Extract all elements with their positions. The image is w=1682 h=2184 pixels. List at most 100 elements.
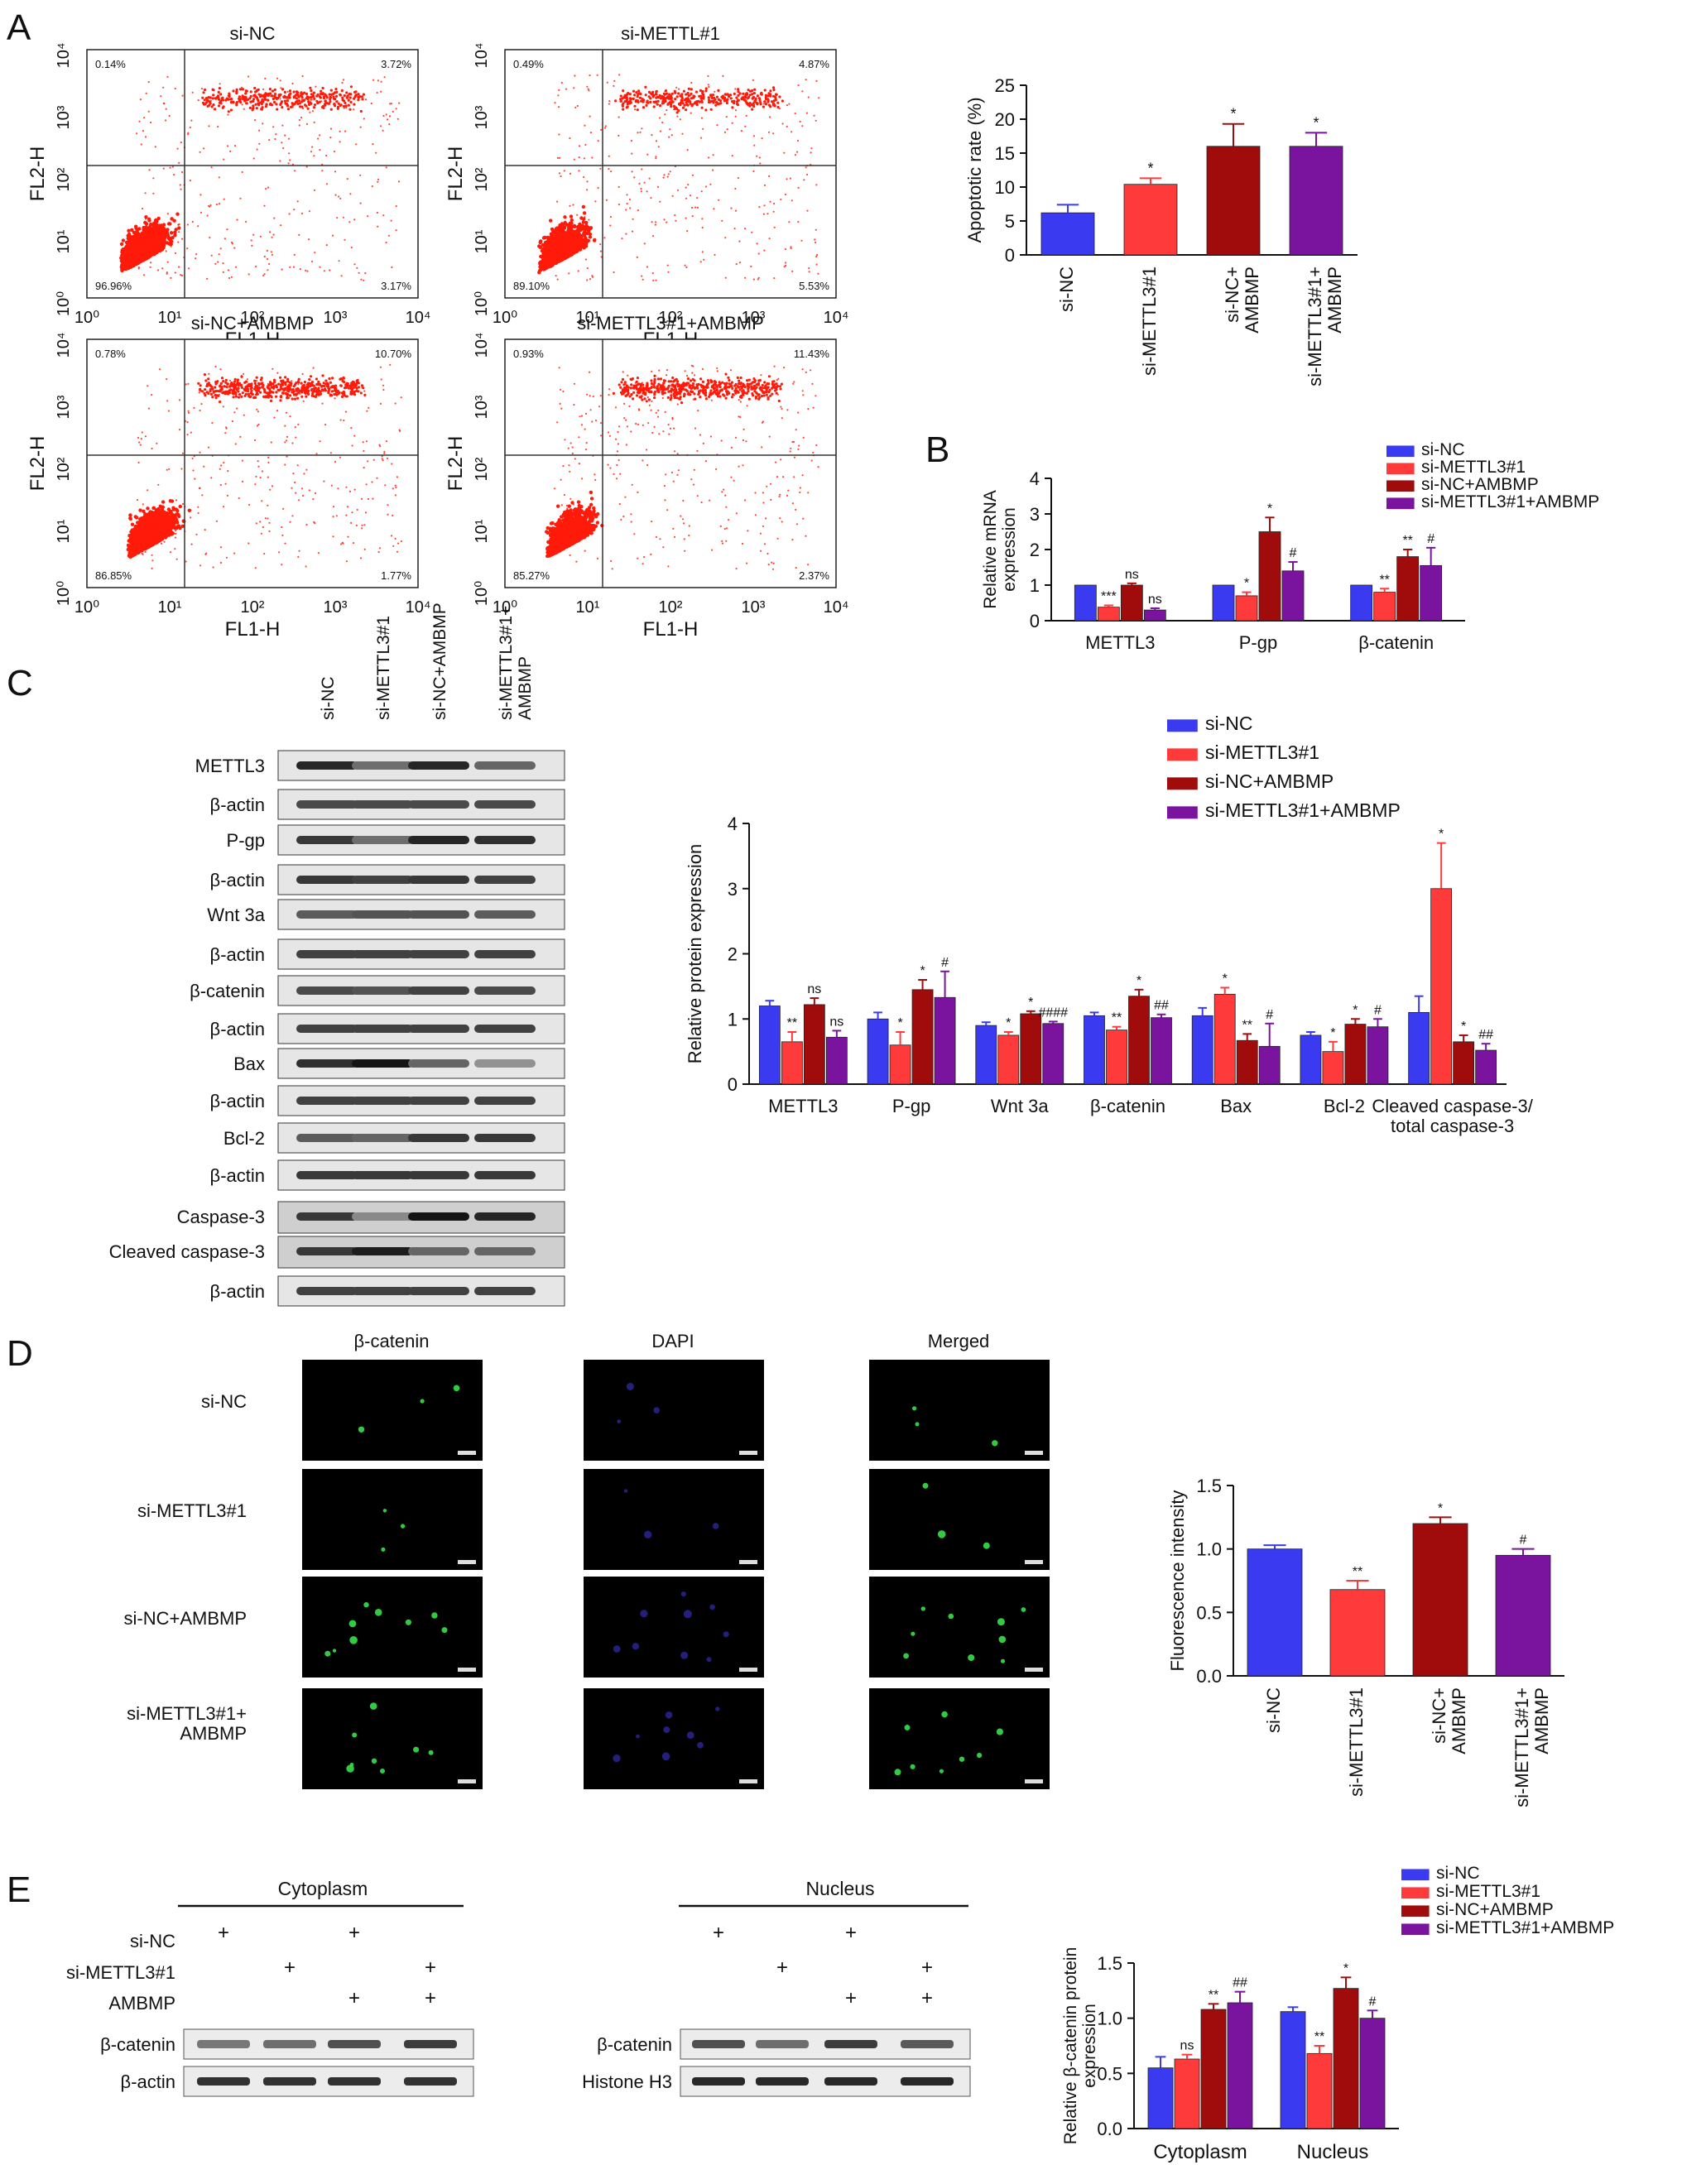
x-category-label: Cleaved caspase-3/total caspase-3 bbox=[1372, 1096, 1533, 1136]
blot-band bbox=[263, 2077, 316, 2086]
bar bbox=[803, 1004, 825, 1085]
if-signal bbox=[332, 1649, 337, 1653]
significance-label: ** bbox=[1112, 1011, 1122, 1025]
bar bbox=[1420, 564, 1443, 622]
lane-label: si-NC+AMBMP bbox=[430, 602, 449, 720]
bar bbox=[1333, 1988, 1359, 2129]
panel-letter-E: E bbox=[7, 1870, 31, 1910]
y-tick-label: 1.5 bbox=[1196, 1476, 1222, 1496]
if-signal bbox=[996, 1728, 1003, 1735]
blot-band bbox=[408, 1212, 469, 1221]
x-category-label: METTL3 bbox=[1085, 632, 1155, 653]
blot-band bbox=[296, 836, 358, 844]
blot-band bbox=[352, 1247, 413, 1255]
plus-sign: + bbox=[284, 1956, 296, 1979]
flow-plot-title: si-NC+AMBMP bbox=[191, 313, 315, 334]
if-image bbox=[302, 1360, 483, 1461]
blot-band bbox=[296, 986, 358, 995]
y-tick-label: 10¹ bbox=[473, 229, 491, 253]
blot-band bbox=[296, 876, 358, 884]
y-tick-label: 10² bbox=[473, 167, 491, 191]
x-tick-label: 10⁰ bbox=[493, 598, 517, 617]
significance-label: * bbox=[1006, 1016, 1011, 1030]
if-signal bbox=[381, 1547, 386, 1552]
bar bbox=[1396, 556, 1420, 622]
if-signal bbox=[922, 1482, 929, 1489]
y-tick-label: 1.0 bbox=[1196, 1539, 1222, 1560]
blot-band bbox=[408, 1059, 469, 1068]
bar bbox=[867, 1018, 889, 1085]
bar bbox=[1367, 1026, 1389, 1085]
bar bbox=[1020, 1013, 1042, 1085]
bar bbox=[1147, 2067, 1174, 2129]
y-axis-label: Fluorescence intensity bbox=[1167, 1490, 1188, 1672]
y-tick-label: 3 bbox=[1030, 504, 1040, 525]
quadrant-lr-value: 2.37% bbox=[799, 569, 829, 582]
blot-row-label: β-actin bbox=[210, 1091, 265, 1111]
blot-row-label: β-actin bbox=[210, 1165, 265, 1186]
if-signal bbox=[380, 1769, 385, 1774]
if-signal bbox=[363, 1601, 369, 1608]
quadrant-lr-value: 3.17% bbox=[381, 280, 411, 292]
if-signal bbox=[613, 1754, 621, 1763]
blot-band bbox=[352, 876, 413, 884]
cytoplasm-title: Cytoplasm bbox=[278, 1878, 368, 1899]
significance-label: ## bbox=[1233, 1976, 1247, 1990]
significance-label: * bbox=[1438, 1501, 1443, 1515]
quadrant-ul-value: 0.14% bbox=[95, 58, 126, 70]
quadrant-ul-value: 0.49% bbox=[513, 58, 544, 70]
legend-label: si-NC+AMBMP bbox=[1205, 770, 1334, 792]
blot-band bbox=[263, 2040, 316, 2048]
flow-dot-cloud bbox=[126, 363, 402, 570]
bar bbox=[1281, 570, 1305, 622]
blot-band bbox=[474, 910, 536, 919]
if-signal bbox=[948, 1613, 954, 1620]
if-signal bbox=[358, 1426, 365, 1433]
bar bbox=[1213, 993, 1236, 1085]
if-signal bbox=[644, 1530, 652, 1539]
blot-band bbox=[756, 2077, 809, 2086]
blot-band bbox=[296, 761, 358, 770]
significance-label: ns bbox=[807, 982, 821, 996]
bar bbox=[889, 1044, 911, 1085]
blot-band bbox=[474, 800, 536, 809]
bar bbox=[934, 996, 956, 1085]
if-signal bbox=[405, 1619, 411, 1625]
y-tick-label: 10¹ bbox=[55, 519, 73, 543]
if-signal bbox=[920, 1606, 926, 1611]
bar-chart-A: 0 5 10 15 20 25 Apoptotic rate (%) si-NC * si-MET… bbox=[964, 75, 1358, 386]
blot-band bbox=[352, 1059, 413, 1068]
legend-label: si-NC+AMBMP bbox=[1421, 475, 1539, 494]
bar bbox=[975, 1025, 997, 1085]
legend-label: si-NC+AMBMP bbox=[1436, 1900, 1554, 1919]
y-tick-label: 10⁴ bbox=[473, 43, 491, 69]
bar bbox=[1306, 2052, 1333, 2129]
x-category-label: Wnt 3a bbox=[991, 1096, 1049, 1116]
flow-plot-title: si-METTL3#1+AMBMP bbox=[577, 313, 764, 334]
x-tick-label: 10³ bbox=[324, 598, 348, 617]
panel-letter-A: A bbox=[7, 7, 31, 48]
if-signal bbox=[661, 1752, 670, 1761]
if-column-title: β-catenin bbox=[354, 1331, 430, 1351]
legend-label: si-NC bbox=[1436, 1864, 1480, 1883]
flow-dot-cloud bbox=[119, 74, 401, 281]
if-signal bbox=[680, 1651, 689, 1659]
x-category-label: si-NC+AMBMP bbox=[1429, 1687, 1469, 1754]
blot-band bbox=[352, 1097, 413, 1105]
significance-label: ** bbox=[787, 1016, 797, 1030]
if-signal bbox=[992, 1440, 998, 1447]
significance-label: ** bbox=[1379, 573, 1389, 587]
y-tick-label: 3 bbox=[728, 879, 738, 900]
y-tick-label: 10⁰ bbox=[55, 581, 73, 606]
plus-sign: + bbox=[713, 1922, 724, 1944]
bar bbox=[997, 1034, 1020, 1085]
legend-swatch bbox=[1386, 445, 1415, 458]
if-signal bbox=[349, 1636, 358, 1644]
significance-label: ns bbox=[829, 1015, 843, 1029]
y-tick-label: 0.0 bbox=[1196, 1666, 1222, 1687]
significance-label: ns bbox=[1148, 593, 1162, 607]
y-tick-label: 5 bbox=[1005, 211, 1015, 232]
blot-band bbox=[474, 876, 536, 884]
blot-band bbox=[756, 2040, 809, 2048]
